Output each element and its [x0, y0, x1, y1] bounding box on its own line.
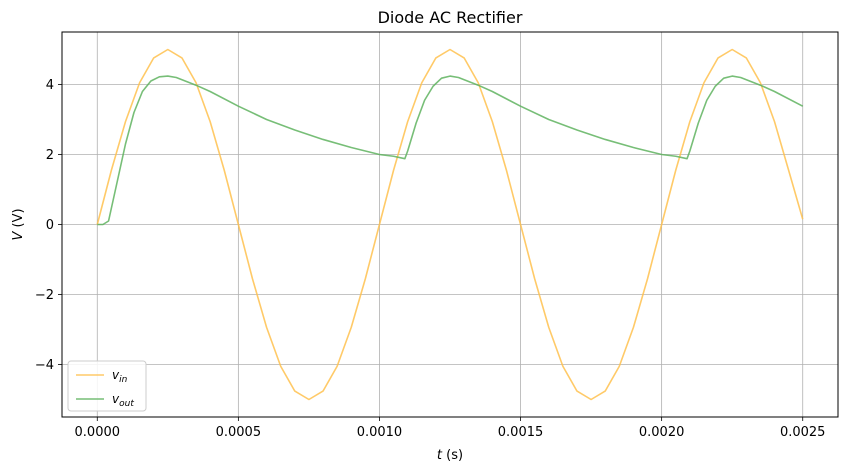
x-axis-label: t (s) — [437, 448, 463, 463]
y-tick-label: 0 — [46, 218, 54, 233]
legend-label: vin — [112, 368, 128, 385]
axis-ticks: 0.0000 0.0005 0.0010 0.0015 0.0020 0.0025 −4 −2… — [35, 78, 826, 440]
x-tick-label: 0.0005 — [216, 425, 262, 440]
series-line-v-out — [97, 75, 804, 226]
y-tick-label: −4 — [35, 358, 54, 373]
legend: vin vout — [67, 360, 147, 412]
y-tick-label: 4 — [46, 78, 54, 93]
chart-title: Diode AC Rectifier — [378, 8, 523, 27]
series-line-v-in — [96, 48, 804, 401]
x-tick-label: 0.0010 — [357, 425, 403, 440]
legend-box — [67, 360, 147, 412]
x-tick-label: 0.0025 — [780, 425, 826, 440]
y-tick-label: −2 — [35, 288, 54, 303]
legend-label: vout — [112, 392, 134, 409]
plot-lines — [96, 48, 804, 401]
x-tick-label: 0.0015 — [498, 425, 544, 440]
y-tick-label: 2 — [46, 148, 54, 163]
y-axis-label: V (V) — [11, 208, 26, 240]
x-tick-label: 0.0000 — [75, 425, 121, 440]
x-tick-label: 0.0020 — [639, 425, 685, 440]
